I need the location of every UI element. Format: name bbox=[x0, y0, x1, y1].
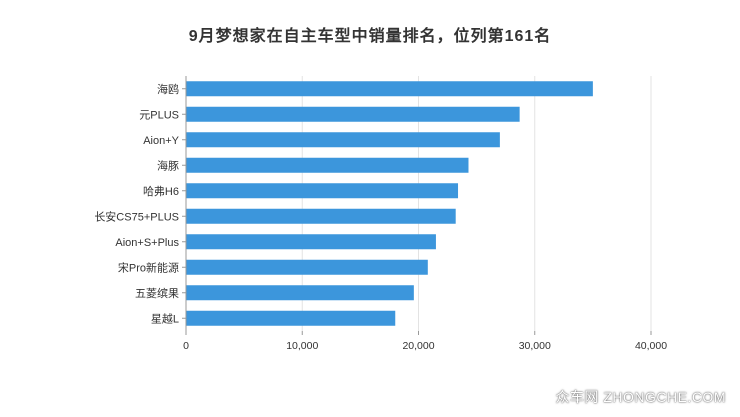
bar[interactable] bbox=[186, 81, 593, 97]
bar[interactable] bbox=[186, 208, 456, 224]
category-label: Aion+Y bbox=[143, 135, 179, 147]
category-label: 海豚 bbox=[157, 158, 179, 172]
category-label: 长安CS75+PLUS bbox=[94, 209, 179, 223]
category-label: 元PLUS bbox=[139, 109, 179, 121]
x-tick-label: 30,000 bbox=[519, 340, 551, 352]
bar[interactable] bbox=[186, 132, 500, 148]
bar[interactable] bbox=[186, 285, 414, 301]
bar[interactable] bbox=[186, 183, 459, 199]
category-label: Aion+S+Plus bbox=[115, 237, 179, 249]
category-label: 星越L bbox=[151, 311, 179, 325]
bar[interactable] bbox=[186, 259, 428, 275]
bar[interactable] bbox=[186, 106, 520, 122]
bar[interactable] bbox=[186, 157, 469, 173]
x-tick-label: 20,000 bbox=[402, 340, 434, 352]
watermark-logo: 众车网 ZHONGCHE.COM bbox=[555, 389, 726, 405]
category-label: 五菱缤果 bbox=[135, 286, 179, 300]
x-tick-label: 0 bbox=[183, 340, 189, 352]
bar[interactable] bbox=[186, 234, 436, 250]
category-label: 宋Pro新能源 bbox=[118, 260, 179, 274]
bar[interactable] bbox=[186, 310, 396, 326]
chart-title: 9月梦想家在自主车型中销量排名，位列第161名 bbox=[188, 28, 552, 45]
category-label: 哈弗H6 bbox=[143, 184, 179, 198]
bar-layer bbox=[186, 81, 593, 326]
x-tick-label: 40,000 bbox=[635, 340, 667, 352]
x-tick-label: 10,000 bbox=[286, 340, 318, 352]
category-label: 海鸥 bbox=[157, 82, 179, 96]
